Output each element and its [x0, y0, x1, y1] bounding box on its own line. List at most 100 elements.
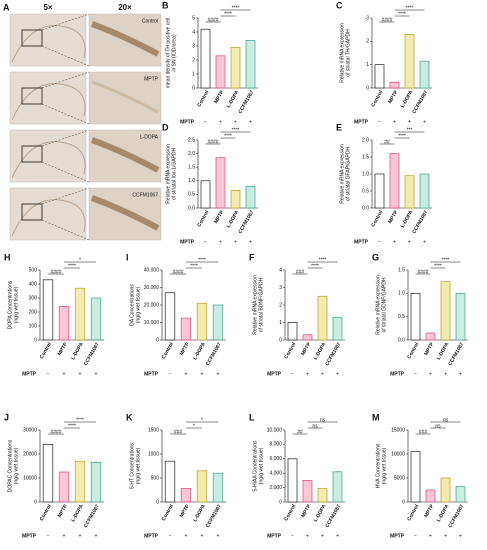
mptp-label: MPTP [22, 533, 37, 539]
y-axis-label: 5-HT Concentrations [129, 442, 135, 489]
x-tick-label: Control [161, 503, 175, 522]
significance-label: **** [232, 127, 240, 133]
y-tick-label: 3 [192, 43, 195, 49]
bar [374, 173, 385, 209]
panel-letter: B [162, 0, 169, 10]
y-tick-label: 20000 [23, 451, 37, 457]
x-tick-label: CCFM1067 [447, 503, 465, 528]
bar [440, 281, 451, 341]
x-tick-label: L-DOPA [400, 89, 415, 109]
x-tick-label: Control [370, 209, 384, 228]
y-axis-label: 5-HIAA Concentrations [252, 440, 258, 491]
mptp-sign: + [306, 371, 309, 377]
mptp-label: MPTP [180, 119, 195, 125]
y-axis-label: (ng/g wet tissue) [381, 447, 387, 484]
mptp-sign: + [219, 239, 222, 245]
x-tick-label: Control [39, 341, 53, 360]
y-tick-label: 0 [34, 499, 37, 505]
zoom-box [21, 87, 43, 105]
y-axis-label: of striatal BDNF/GAPDH [258, 277, 264, 332]
significance-label: **** [398, 11, 406, 17]
mptp-sign: + [336, 533, 339, 539]
bar [58, 471, 70, 503]
bar [90, 462, 102, 503]
x-tick-label: CCFM1067 [205, 503, 223, 528]
x-tick-label: CCFM1067 [83, 341, 101, 366]
significance-label: **** [319, 257, 327, 263]
bar [74, 287, 86, 341]
bar [212, 472, 224, 503]
panel-letter: E [336, 122, 342, 132]
x-tick-label: Control [39, 503, 53, 522]
y-axis-label: of striatal GFAP/GAPDH [345, 147, 351, 202]
y-axis-label: (ng/g wet tissue) [258, 447, 264, 484]
significance-label: #### [207, 17, 218, 23]
bar [90, 297, 102, 341]
y-tick-label: 1.0 [398, 291, 405, 297]
y-tick-label: 10000 [391, 451, 405, 457]
y-tick-label: 500 [29, 267, 38, 273]
zoom-line [41, 71, 90, 89]
y-tick-label: 0.0 [362, 205, 369, 211]
mptp-sign: − [291, 371, 294, 377]
panel-letter: D [162, 122, 169, 132]
y-axis-label: (ng/g wet tissue) [135, 286, 141, 323]
mptp-label: MPTP [267, 533, 282, 539]
tissue-outline [11, 25, 86, 63]
y-axis-label: Relative mRNA expression [252, 275, 258, 335]
zoom-line [41, 13, 90, 31]
y-axis-label: of striatal Iba-1/GAPDH [171, 147, 177, 200]
x-tick-label: L-DOPA [226, 89, 241, 109]
x-tick-label: MPTP [423, 341, 435, 357]
mptp-sign: + [249, 239, 252, 245]
significance-label: ## [384, 139, 390, 145]
significance-label: ns [443, 417, 449, 423]
bar [455, 292, 466, 341]
low-mag-image [9, 13, 87, 67]
y-tick-label: 30,000 [144, 285, 160, 291]
mptp-sign: + [459, 533, 462, 539]
mptp-label: MPTP [390, 533, 405, 539]
x-tick-label: MPTP [423, 503, 435, 519]
significance-label: #### [417, 269, 428, 275]
mptp-sign: + [321, 533, 324, 539]
y-axis-label: of striatal GDNF/GAPDH [381, 277, 387, 332]
bar [245, 40, 256, 89]
bar [196, 302, 208, 341]
y-tick-label: 0 [156, 337, 159, 343]
mptp-sign: + [408, 119, 411, 125]
mptp-sign: + [336, 371, 339, 377]
y-tick-label: 10000 [23, 475, 37, 481]
y-axis-label: Relative mRNA expression [165, 144, 171, 204]
y-tick-label: 0.5 [398, 314, 405, 320]
significance-label: #### [50, 429, 61, 435]
mptp-sign: − [378, 239, 381, 245]
mptp-label: MPTP [144, 371, 159, 377]
y-tick-label: 2 [366, 39, 369, 45]
mptp-sign: + [217, 371, 220, 377]
y-tick-label: 500 [151, 475, 160, 481]
bar [230, 47, 241, 89]
mptp-sign: + [429, 371, 432, 377]
bar [374, 64, 385, 89]
mptp-sign: + [63, 533, 66, 539]
zoom-line [41, 161, 90, 183]
bar [164, 460, 176, 503]
significance-label: #### [207, 139, 218, 145]
x-tick-label: L-DOPA [313, 503, 328, 523]
y-tick-label: 0.5 [188, 192, 195, 198]
bar [196, 470, 208, 503]
mptp-sign: − [47, 533, 50, 539]
mptp-sign: − [169, 371, 172, 377]
x-tick-label: L-DOPA [436, 341, 451, 361]
zoom-line [41, 219, 90, 241]
y-tick-label: 4 [279, 267, 282, 273]
significance-label: **** [406, 5, 414, 11]
y-tick-label: 1 [366, 62, 369, 68]
panel-letter: L [249, 412, 255, 422]
mptp-sign: + [393, 119, 396, 125]
bar [287, 322, 298, 341]
y-tick-label: 40,000 [144, 267, 160, 273]
y-axis-label: in SN (IOD/area) [171, 34, 177, 72]
